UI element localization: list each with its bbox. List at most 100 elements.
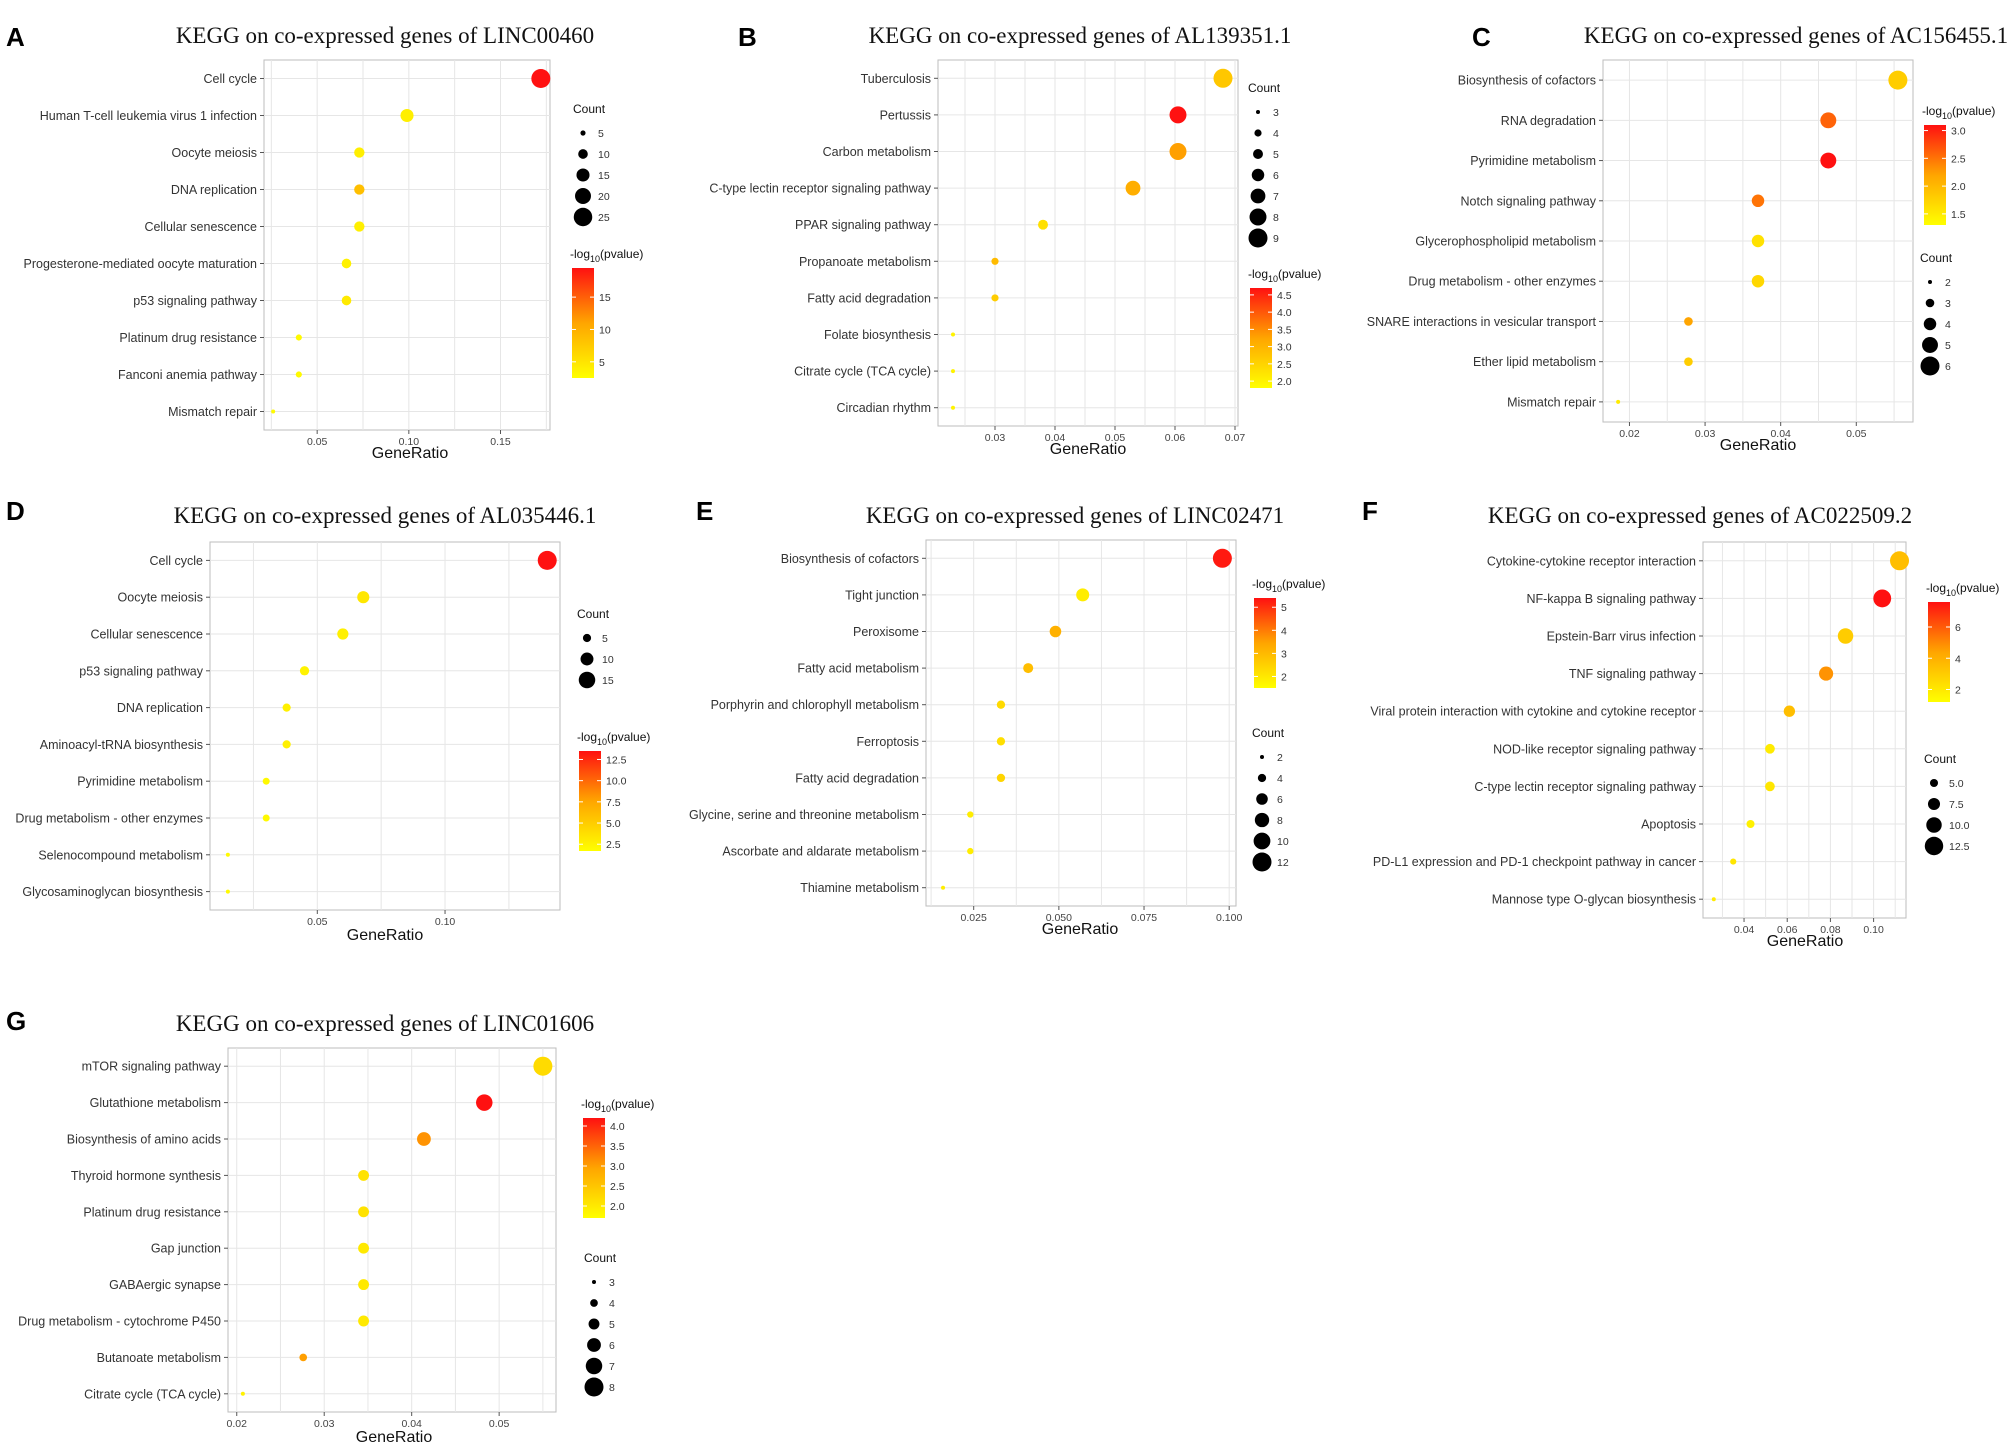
data-point bbox=[1765, 781, 1775, 792]
size-legend-label: 5 bbox=[598, 128, 604, 140]
size-legend-label: 10 bbox=[1277, 836, 1289, 848]
y-tick-label: NOD-like receptor signaling pathway bbox=[1493, 742, 1697, 756]
size-legend-label: 10 bbox=[598, 149, 610, 161]
size-legend-title: Count bbox=[577, 607, 610, 621]
panel-letter: A bbox=[6, 22, 25, 52]
y-tick-label: GABAergic synapse bbox=[109, 1278, 221, 1292]
color-tick-label: 4 bbox=[1281, 625, 1287, 637]
y-tick-label: Propanoate metabolism bbox=[799, 255, 931, 269]
plot-area bbox=[1702, 541, 1907, 919]
data-point bbox=[1125, 180, 1141, 196]
color-tick-label: 1.5 bbox=[1951, 209, 1966, 221]
color-tick-label: 2.5 bbox=[1951, 153, 1966, 165]
y-tick-label: Pyrimidine metabolism bbox=[77, 775, 203, 789]
chart-title: KEGG on co-expressed genes of LINC02471 bbox=[866, 503, 1284, 528]
size-legend-label: 6 bbox=[609, 1340, 615, 1352]
y-tick-label: Thiamine metabolism bbox=[800, 881, 919, 895]
y-tick-label: Tuberculosis bbox=[861, 72, 931, 86]
data-point bbox=[1751, 234, 1765, 248]
data-point bbox=[996, 700, 1006, 709]
y-tick-label: Human T-cell leukemia virus 1 infection bbox=[40, 109, 257, 123]
color-legend-title: -log10(pvalue) bbox=[577, 730, 650, 747]
size-legend-dot bbox=[1924, 836, 1944, 856]
color-tick-label: 2.5 bbox=[606, 839, 621, 851]
data-point bbox=[1169, 106, 1187, 124]
color-tick-label: 2.5 bbox=[1277, 359, 1292, 371]
color-tick-label: 15 bbox=[599, 292, 611, 304]
size-legend-label: 6 bbox=[1945, 361, 1951, 373]
size-legend-dot bbox=[578, 149, 588, 159]
size-legend-label: 25 bbox=[598, 212, 610, 224]
data-point bbox=[282, 703, 291, 712]
y-tick-label: Mannose type O-glycan biosynthesis bbox=[1492, 893, 1696, 907]
data-point bbox=[1038, 219, 1048, 230]
data-point bbox=[341, 295, 352, 306]
y-tick-label: Cell cycle bbox=[150, 554, 204, 568]
y-tick-label: Epstein-Barr virus infection bbox=[1547, 630, 1696, 644]
color-tick-label: 4 bbox=[1955, 653, 1961, 665]
y-tick-label: Ferroptosis bbox=[856, 735, 919, 749]
data-point bbox=[996, 737, 1006, 746]
y-tick-label: Pertussis bbox=[880, 108, 931, 122]
data-point bbox=[1765, 743, 1775, 754]
size-legend-dot bbox=[1922, 337, 1938, 353]
data-point bbox=[1023, 663, 1034, 674]
gridlines bbox=[1703, 542, 1906, 918]
data-point bbox=[1746, 819, 1755, 829]
size-legend-title: Count bbox=[1920, 251, 1953, 265]
data-point bbox=[1684, 357, 1693, 366]
panel-letter: F bbox=[1362, 496, 1378, 526]
size-legend-label: 9 bbox=[1273, 233, 1279, 245]
data-point bbox=[991, 294, 999, 302]
size-legend-label: 15 bbox=[598, 170, 610, 182]
panel-f: F KEGG on co-expressed genes of AC022509.… bbox=[1362, 496, 1999, 950]
data-point bbox=[225, 852, 230, 857]
data-point bbox=[240, 1391, 245, 1396]
data-point bbox=[1730, 858, 1737, 865]
y-tick-label: Fatty acid metabolism bbox=[797, 662, 919, 676]
y-tick-label: Circadian rhythm bbox=[837, 401, 931, 415]
gridlines bbox=[210, 542, 560, 910]
data-point bbox=[533, 1056, 553, 1076]
chart-title: KEGG on co-expressed genes of LINC00460 bbox=[176, 23, 594, 48]
chart-title: KEGG on co-expressed genes of AC156455.1 bbox=[1584, 23, 2008, 48]
x-tick-label: 0.05 bbox=[489, 1418, 510, 1430]
data-point bbox=[967, 811, 974, 818]
size-legend-dot bbox=[1928, 280, 1932, 284]
y-tick-label: Oocyte meiosis bbox=[172, 146, 257, 160]
panel-d: D KEGG on co-expressed genes of AL035446.… bbox=[6, 496, 650, 944]
size-legend-dot bbox=[580, 652, 594, 666]
size-legend-dot bbox=[1249, 208, 1267, 226]
data-point bbox=[354, 147, 365, 158]
data-point bbox=[1819, 666, 1834, 681]
x-axis-label: GeneRatio bbox=[347, 927, 424, 944]
gridlines bbox=[228, 1048, 556, 1412]
y-tick-label: Progesterone-mediated oocyte maturation bbox=[24, 257, 258, 271]
y-tick-label: DNA replication bbox=[171, 183, 257, 197]
y-tick-label: RNA degradation bbox=[1501, 114, 1596, 128]
color-legend-title: -log10(pvalue) bbox=[1252, 577, 1325, 594]
size-legend-dot bbox=[576, 168, 590, 182]
size-legend-label: 12 bbox=[1277, 857, 1289, 869]
panel-letter: D bbox=[6, 496, 25, 526]
color-tick-label: 2.5 bbox=[610, 1181, 625, 1193]
data-point bbox=[295, 334, 302, 341]
plot-area bbox=[227, 1047, 557, 1413]
panel-a: A KEGG on co-expressed genes of LINC00460… bbox=[6, 22, 643, 462]
data-point bbox=[262, 814, 270, 822]
y-tick-label: SNARE interactions in vesicular transpor… bbox=[1367, 315, 1597, 329]
data-point bbox=[358, 1242, 370, 1254]
data-point bbox=[1873, 589, 1892, 608]
panel-g: G KEGG on co-expressed genes of LINC01606… bbox=[6, 1006, 654, 1446]
y-tick-label: Cellular senescence bbox=[144, 220, 257, 234]
y-tick-label: Citrate cycle (TCA cycle) bbox=[794, 365, 931, 379]
data-point bbox=[1751, 194, 1765, 208]
size-legend-label: 20 bbox=[598, 191, 610, 203]
size-legend-label: 8 bbox=[1277, 815, 1283, 827]
size-legend-label: 5 bbox=[602, 633, 608, 645]
y-tick-label: NF-kappa B signaling pathway bbox=[1526, 592, 1696, 606]
size-legend-dot bbox=[1920, 356, 1940, 376]
data-point bbox=[400, 108, 414, 123]
size-legend-dot bbox=[573, 207, 593, 227]
x-tick-label: 0.10 bbox=[435, 916, 456, 928]
